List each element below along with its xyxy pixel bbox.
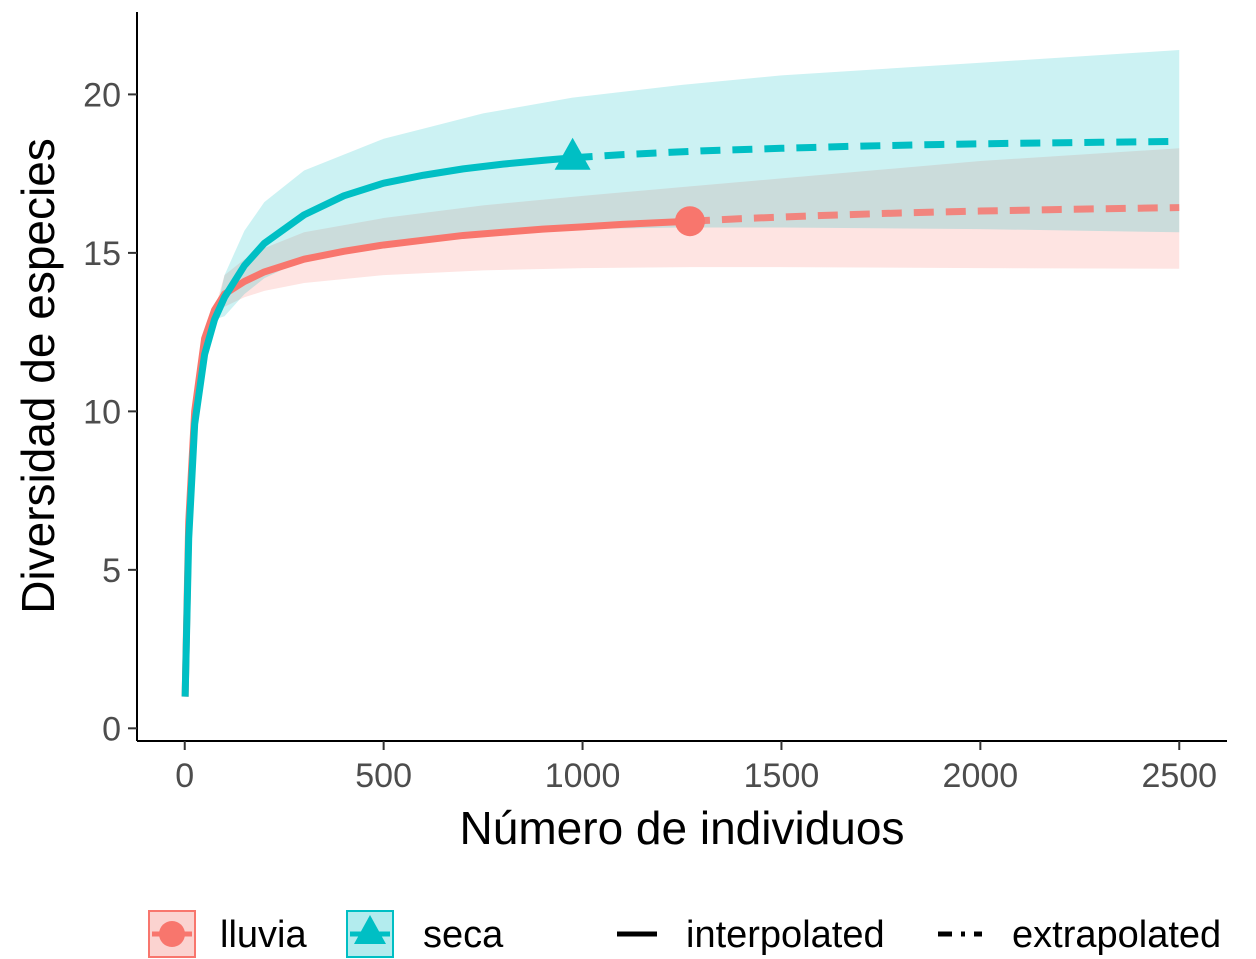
y-axis-title: Diversidad de especies [12, 138, 64, 614]
legend-item-seca: seca [346, 910, 504, 958]
x-tick-label: 2500 [1141, 757, 1217, 795]
x-tick-label: 1000 [545, 757, 621, 795]
legend-label-extrapolated: extrapolated [1012, 914, 1221, 956]
legend-triangle-marker [354, 915, 386, 944]
y-tick-label: 5 [102, 552, 121, 590]
ci-band-seca [185, 50, 1180, 697]
interpolated-line-seca [181, 154, 573, 697]
x-tick-label: 2000 [943, 757, 1019, 795]
y-tick-label: 15 [83, 235, 121, 273]
axis-ticks: 0 500 1000 1500 2000 2500 0 5 10 15 20 [83, 76, 1217, 795]
x-axis-title: Número de individuos [460, 802, 905, 854]
y-tick-label: 20 [83, 76, 121, 114]
legend-item-lluvia: lluvia [148, 910, 307, 958]
legend-label-interpolated: interpolated [686, 914, 885, 956]
observed-markers [554, 137, 705, 237]
interpolated-line-lluvia [181, 217, 691, 697]
legend: lluvia seca interpolated extrapolated [148, 910, 1221, 958]
y-tick-label: 10 [83, 393, 121, 431]
x-tick-label: 500 [355, 757, 412, 795]
axes [136, 12, 1227, 742]
legend-label-lluvia: lluvia [220, 914, 307, 956]
extrapolated-line-lluvia [689, 204, 1180, 225]
observed-point-seca [554, 137, 591, 170]
legend-circle-marker [159, 921, 185, 947]
observed-point-lluvia [674, 206, 705, 237]
y-tick-label: 0 [102, 710, 121, 748]
legend-label-seca: seca [423, 914, 504, 956]
x-tick-label: 1500 [744, 757, 820, 795]
x-tick-label: 0 [175, 757, 194, 795]
series-lines [181, 137, 1180, 697]
ci-band-lluvia [185, 148, 1180, 697]
extrapolated-line-seca [572, 137, 1180, 162]
legend-item-extrapolated: extrapolated [938, 914, 1221, 956]
legend-item-interpolated: interpolated [617, 914, 885, 956]
confidence-bands [185, 50, 1180, 697]
